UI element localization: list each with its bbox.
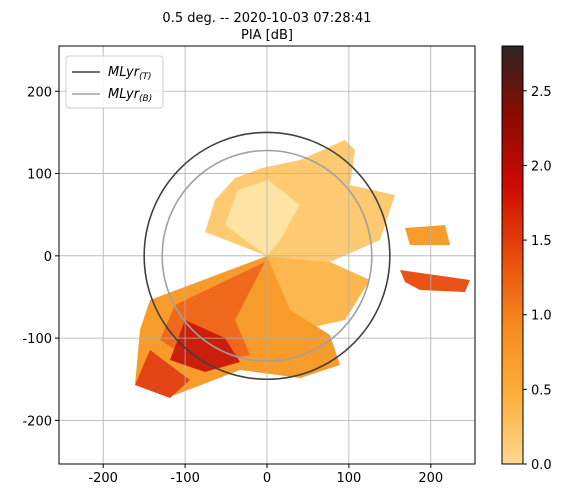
y-tick-label: 0: [44, 250, 52, 265]
radar-field: [135, 140, 470, 398]
colorbar-tick-label: 0.5: [531, 383, 552, 398]
ring: [161, 149, 373, 362]
legend-label: MLyr(T): [108, 65, 152, 82]
legend: MLyr(T)MLyr(B): [65, 55, 164, 109]
legend-name: MLyr: [108, 65, 141, 80]
legend-subscript: (T): [139, 72, 152, 82]
ring: [143, 131, 391, 381]
colorbar-tick-label: 2.0: [531, 159, 552, 174]
legend-box: [65, 55, 164, 109]
y-tick-label: 100: [27, 168, 52, 183]
legend-label: MLyr(B): [108, 87, 152, 104]
y-tick-label: -100: [22, 332, 52, 347]
x-tick-label: 200: [418, 471, 443, 486]
x-tick-label: -200: [88, 471, 118, 486]
axes: -200 -100 0 100 200 -200 -100 0 100 200: [22, 46, 475, 486]
legend-subscript: (B): [139, 94, 152, 104]
colorbar: [501, 45, 524, 465]
chart-title: 0.5 deg. -- 2020-10-03 07:28:41: [162, 11, 371, 26]
chart-subtitle: PIA [dB]: [241, 28, 293, 43]
colorbar-tick-label: 2.5: [531, 85, 552, 100]
colorbar-tick-label: 1.5: [531, 234, 552, 249]
x-tick-label: 100: [336, 471, 361, 486]
y-tick-label: 200: [27, 85, 52, 100]
x-tick-label: 0: [263, 471, 271, 486]
y-tick-label: -200: [22, 414, 52, 429]
legend-name: MLyr: [108, 87, 141, 102]
x-tick-label: -100: [170, 471, 200, 486]
colorbar-tick-label: 1.0: [531, 309, 552, 324]
colorbar-tick-label: 0.0: [531, 458, 552, 473]
plot-frame: [58, 45, 476, 465]
